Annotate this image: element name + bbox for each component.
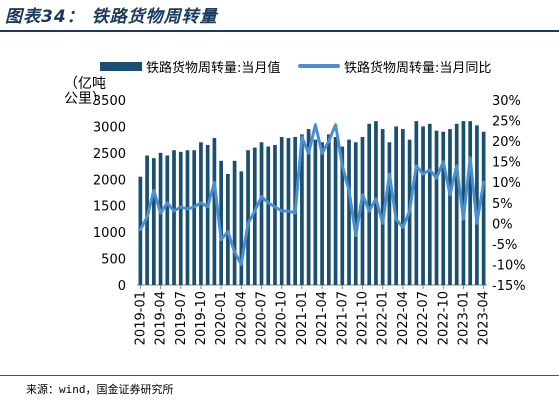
y-right-tick-label: 20% (492, 135, 521, 150)
x-tick-label: 2022-10 (436, 291, 451, 345)
bar (394, 126, 398, 285)
yoy-line (138, 123, 486, 266)
bar (259, 142, 264, 285)
x-tick-label: 2023-01 (456, 291, 471, 345)
x-tick-label: 2020-01 (214, 291, 229, 345)
y-right-tick-label: -10% (492, 258, 526, 273)
x-tick-label: 2020-07 (255, 291, 270, 345)
y-right-tick-label: 10% (492, 176, 521, 191)
bar (481, 131, 486, 285)
bar (340, 146, 345, 285)
x-tick-label: 2019-01 (133, 291, 148, 345)
y-right-tick-label: 5% (492, 197, 513, 212)
y-left-tick-label: 0 (118, 279, 126, 294)
bar (185, 150, 190, 285)
x-tick-label: 2021-07 (335, 291, 350, 345)
x-tick-label: 2019-04 (154, 291, 169, 345)
bar (300, 134, 304, 285)
x-tick-label: 2021-10 (355, 291, 370, 345)
x-tick-label: 2022-01 (376, 291, 391, 345)
x-tick-label: 2019-07 (174, 291, 189, 345)
y-axis-unit-label: （亿吨公里） (64, 76, 106, 107)
bar (273, 144, 277, 285)
bar (313, 139, 318, 285)
bar (192, 150, 197, 285)
y-right-tick-label: 15% (492, 156, 521, 171)
y-left-tick-label: 1500 (93, 200, 126, 215)
y-right-tick-label: 25% (492, 115, 521, 130)
y-right-tick-label: -15% (492, 279, 526, 294)
legend-bar-swatch (100, 61, 142, 71)
bar (172, 150, 176, 285)
source-note: 来源：wind，国金证券研究所 (26, 383, 174, 396)
x-tick-label: 2020-04 (234, 291, 249, 345)
y-right-tick-label: -5% (492, 238, 517, 253)
bar (212, 138, 217, 285)
bar (219, 160, 223, 285)
y-left-tick-label: 2000 (93, 173, 126, 188)
bar (151, 158, 156, 285)
bar (165, 155, 170, 285)
y-right-tick-label: 0% (492, 217, 513, 232)
y-left-tick-label: 500 (101, 253, 126, 268)
bar (266, 146, 271, 285)
x-tick-label: 2022-07 (416, 291, 431, 345)
legend-bar-item: 铁路货物周转量:当月值 (100, 58, 281, 76)
bar (333, 137, 338, 285)
y-right-tick-label: 30% (492, 94, 521, 109)
bar (158, 152, 163, 285)
bar (232, 160, 237, 285)
title-divider (0, 30, 559, 32)
bar (448, 129, 452, 285)
y-left-tick-label: 1000 (93, 226, 126, 241)
bar (421, 126, 425, 285)
source-divider (0, 375, 559, 376)
x-tick-label: 2023-04 (477, 291, 492, 345)
x-tick-label: 2020-10 (275, 291, 290, 345)
y-left-tick-label: 3000 (93, 120, 126, 135)
x-tick-label: 2019-10 (194, 291, 209, 345)
x-tick-label: 2022-04 (396, 291, 411, 345)
bar (353, 142, 358, 285)
figure-title: 图表34： 铁路货物周转量 (5, 7, 218, 27)
bar (387, 142, 392, 285)
bar (434, 130, 439, 285)
bar (454, 123, 459, 286)
bar (239, 171, 244, 285)
x-tick-label: 2021-04 (315, 291, 330, 345)
bar (441, 131, 446, 285)
bar (475, 125, 479, 285)
bar (306, 129, 311, 285)
bar (380, 129, 385, 285)
bar (205, 144, 210, 285)
legend-line-swatch (298, 64, 340, 68)
bar (401, 129, 405, 285)
bar (246, 150, 250, 285)
bar (320, 142, 324, 285)
bar (427, 123, 432, 286)
bar (468, 121, 473, 286)
legend-line-label: 铁路货物周转量:当月同比 (344, 60, 492, 76)
bar (326, 134, 331, 285)
bar (461, 121, 466, 286)
x-tick-label: 2021-01 (295, 291, 310, 345)
y-left-tick-label: 3500 (93, 94, 126, 109)
bar (414, 121, 419, 286)
legend-line-item: 铁路货物周转量:当月同比 (298, 58, 492, 76)
bar (360, 137, 365, 285)
y-left-tick-label: 2500 (93, 147, 126, 162)
bar (178, 151, 183, 285)
bar (347, 139, 351, 285)
legend-bar-label: 铁路货物周转量:当月值 (146, 60, 281, 76)
bar (226, 174, 230, 285)
bar (199, 142, 203, 285)
bar (252, 147, 257, 285)
bar (367, 123, 372, 286)
